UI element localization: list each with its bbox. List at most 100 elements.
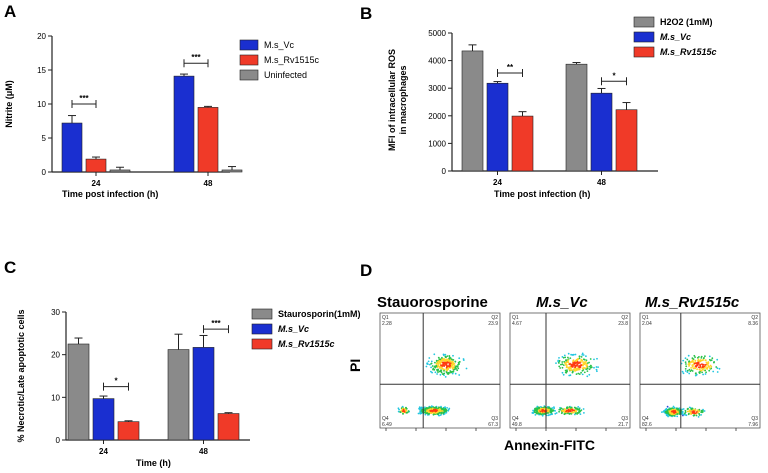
flow-event-dot	[686, 408, 689, 410]
quadrant-label-q1: Q1	[382, 315, 389, 321]
y-tick-label: 20	[37, 32, 46, 41]
flow-event-dot	[445, 371, 448, 374]
flow-event-dot	[690, 367, 692, 369]
flow-event-dot	[583, 412, 585, 414]
flow-event-dot	[698, 410, 701, 413]
flow-event-dot	[458, 374, 461, 376]
flow-event-dot	[694, 408, 696, 411]
bar	[67, 343, 90, 441]
flow-event-dot	[565, 371, 568, 374]
significance-label: *	[114, 377, 118, 386]
flow-event-dot	[447, 360, 450, 362]
flow-event-dot	[417, 412, 420, 415]
flow-event-dot	[690, 413, 692, 415]
flow-event-dot	[703, 367, 706, 369]
flow-event-dot	[565, 363, 567, 366]
flow-event-dot	[573, 406, 576, 409]
flow-event-dot	[695, 365, 698, 368]
flow-event-dot	[405, 411, 408, 414]
quadrant-value-q4: 49.8	[512, 422, 522, 428]
flow-event-dot	[571, 354, 574, 356]
flow-event-dot	[686, 371, 689, 373]
flow-event-dot	[555, 412, 558, 414]
flow-event-dot	[458, 363, 460, 365]
flow-event-dot	[561, 361, 564, 363]
flow-event-dot	[438, 361, 441, 363]
quadrant-label-q3: Q3	[621, 416, 628, 422]
flow-y-axis-label: PI	[347, 359, 363, 372]
flow-event-dot	[562, 408, 564, 410]
flow-event-dot	[553, 406, 555, 408]
flow-event-dot	[449, 357, 452, 359]
flow-event-dot	[708, 369, 711, 372]
flow-event-dot	[577, 369, 579, 371]
flow-event-dot	[441, 410, 444, 412]
flow-event-dot	[577, 358, 579, 361]
flow-event-dot	[424, 408, 426, 411]
flow-event-dot	[716, 358, 719, 361]
flow-event-dot	[564, 412, 567, 415]
flow-event-dot	[558, 408, 561, 411]
flow-event-dot	[662, 410, 665, 413]
quadrant-value-q2: 8.36	[748, 321, 758, 327]
flow-event-dot	[436, 373, 438, 375]
flow-event-dot	[400, 409, 403, 412]
flow-event-dot	[704, 369, 707, 372]
flow-event-dot	[688, 360, 690, 363]
bar	[511, 115, 534, 172]
flow-event-dot	[540, 406, 542, 408]
flow-event-dot	[431, 407, 434, 410]
y-tick-label: 4000	[428, 57, 446, 66]
flow-event-dot	[434, 361, 436, 364]
flow-event-dot	[681, 408, 684, 411]
flow-event-dot	[688, 365, 690, 367]
flow-event-dot	[579, 413, 582, 415]
flow-event-dot	[532, 411, 535, 414]
flow-event-dot	[673, 414, 675, 417]
flow-event-dot	[453, 368, 456, 371]
flow-event-dot	[561, 366, 564, 369]
panel-letter-a: A	[4, 2, 16, 21]
flow-event-dot	[693, 354, 696, 357]
flow-event-dot	[698, 356, 700, 358]
flow-event-dot	[567, 356, 569, 359]
flow-event-dot	[566, 365, 568, 367]
flow-event-dot	[427, 408, 430, 411]
flow-event-dot	[443, 412, 446, 415]
flow-event-dot	[691, 359, 694, 362]
flow-x-axis-label: Annexin-FITC	[504, 437, 595, 453]
flow-event-dot	[543, 410, 546, 413]
y-tick-label: 10	[51, 393, 60, 402]
flow-event-dot	[685, 363, 687, 365]
flow-event-dot	[585, 359, 588, 362]
flow-event-dot	[433, 365, 436, 368]
flow-event-dot	[701, 411, 703, 414]
flow-event-dot	[451, 372, 454, 375]
flow-event-dot	[565, 410, 567, 413]
flow-event-dot	[445, 408, 447, 411]
flow-event-dot	[397, 410, 400, 413]
panel-letter-d: D	[360, 261, 372, 280]
flow-event-dot	[686, 410, 689, 413]
flow-event-dot	[429, 409, 432, 412]
flow-event-dot	[671, 412, 673, 415]
flow-event-dot	[447, 358, 449, 361]
flow-event-dot	[694, 367, 697, 370]
flow-event-dot	[703, 410, 706, 412]
legend-label: H2O2 (1mM)	[660, 17, 713, 27]
flow-event-dot	[704, 373, 707, 375]
flow-event-dot	[585, 368, 588, 371]
flow-event-dot	[575, 368, 577, 370]
flow-event-dot	[576, 413, 578, 415]
flow-event-dot	[449, 362, 452, 365]
flow-event-dot	[455, 367, 457, 370]
legend-swatch	[251, 308, 273, 320]
flow-event-dot	[684, 361, 687, 364]
flow-event-dot	[419, 409, 422, 412]
flow-event-dot	[712, 370, 715, 373]
legend-label: Staurosporin(1mM)	[278, 309, 361, 319]
flow-event-dot	[562, 356, 565, 359]
flow-event-dot	[705, 371, 707, 374]
flow-event-dot	[547, 412, 549, 414]
flow-event-dot	[677, 409, 679, 411]
